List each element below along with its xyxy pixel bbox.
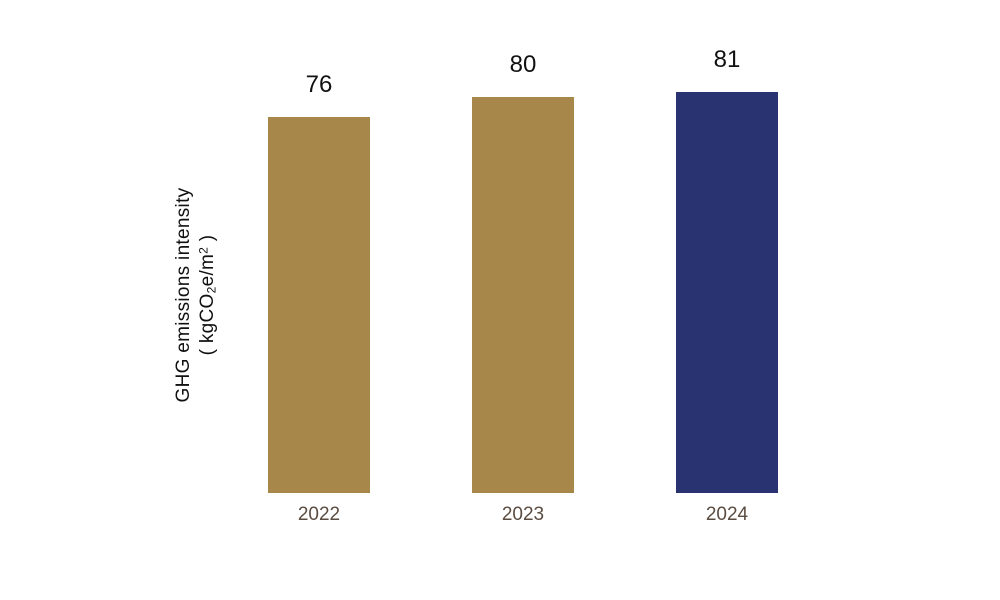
x-axis-label-2024: 2024	[705, 504, 749, 525]
bar-value-label-2023: 80	[509, 51, 537, 78]
x-axis-label-2023: 2023	[501, 504, 545, 525]
bar-value-label-2022: 76	[305, 71, 333, 98]
bar-value-label-2024: 81	[713, 46, 741, 73]
bar-group-2023: 80 2023	[472, 53, 574, 524]
m2-superscript: 2	[196, 246, 211, 254]
bar-2024	[676, 92, 778, 493]
bar-group-2024: 81 2024	[676, 48, 778, 524]
x-axis-label-2022: 2022	[297, 504, 341, 525]
y-axis-label-line1: GHG emissions intensity	[173, 187, 194, 403]
bar-group-2022: 76 2022	[268, 73, 370, 524]
y-axis-label: GHG emissions intensity ( kgCO2e/m2 )	[172, 188, 220, 403]
co2-subscript: 2	[204, 286, 219, 294]
y-axis-label-line2: ( kgCO2e/m2 )	[196, 234, 219, 356]
bar-2023	[472, 97, 574, 493]
bar-2022	[268, 117, 370, 493]
